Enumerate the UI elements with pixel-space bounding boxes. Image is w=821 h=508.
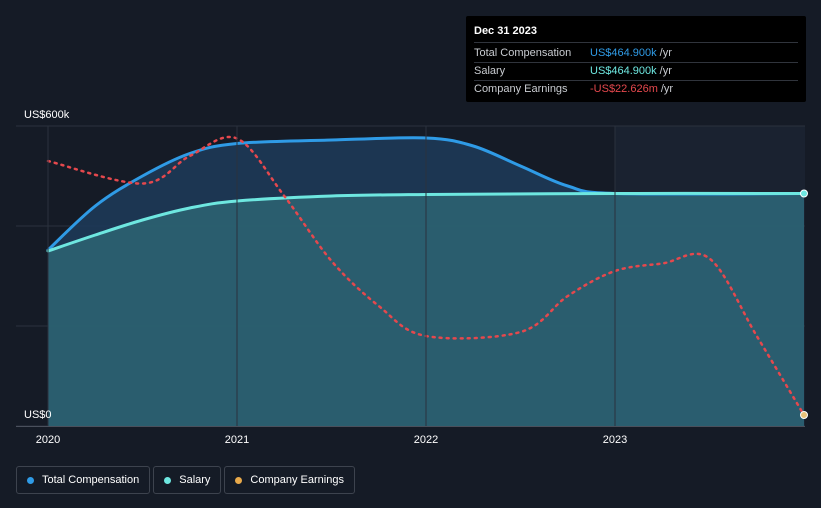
tooltip-label: Salary xyxy=(474,65,506,77)
x-tick-label: 2022 xyxy=(414,434,438,446)
x-tick-label: 2021 xyxy=(225,434,249,446)
tooltip-value: US$464.900k xyxy=(590,65,657,77)
tooltip-date: Dec 31 2023 xyxy=(474,24,798,43)
tooltip-unit: /yr xyxy=(659,65,672,77)
legend-dot-icon xyxy=(27,476,34,484)
tooltip-row-company-earnings: Company Earnings -US$22.626m /yr xyxy=(474,81,798,98)
legend-dot-icon xyxy=(235,476,243,484)
tooltip-label: Total Compensation xyxy=(474,47,572,59)
tooltip-value: -US$22.626m xyxy=(590,83,658,95)
legend-item-salary[interactable]: Salary xyxy=(153,466,222,494)
tooltip-row-salary: Salary US$464.900k /yr xyxy=(474,63,798,81)
tooltip-row-total-compensation: Total Compensation US$464.900k /yr xyxy=(474,45,798,63)
legend-item-company-earnings[interactable]: Company Earnings xyxy=(224,466,355,494)
y-axis-bottom-label: US$0 xyxy=(24,409,52,421)
tooltip-unit: /yr xyxy=(660,83,674,95)
legend: Total Compensation Salary Company Earnin… xyxy=(16,466,358,494)
y-axis-top-label: US$600k xyxy=(24,109,70,121)
tooltip-value: US$464.900k xyxy=(590,47,657,59)
x-tick-label: 2020 xyxy=(36,434,60,446)
legend-dot-icon xyxy=(164,476,172,484)
legend-label: Salary xyxy=(179,474,211,486)
legend-label: Total Compensation xyxy=(42,474,140,486)
salary-end-marker xyxy=(800,189,808,198)
x-tick-label: 2023 xyxy=(603,434,627,446)
tooltip-unit: /yr xyxy=(659,47,672,59)
tooltip: Dec 31 2023 Total Compensation US$464.90… xyxy=(466,16,806,102)
earnings-end-marker xyxy=(800,411,808,419)
legend-item-total-compensation[interactable]: Total Compensation xyxy=(16,466,151,494)
legend-label: Company Earnings xyxy=(250,474,344,486)
tooltip-label: Company Earnings xyxy=(474,83,568,95)
total-compensation-line xyxy=(46,136,806,252)
